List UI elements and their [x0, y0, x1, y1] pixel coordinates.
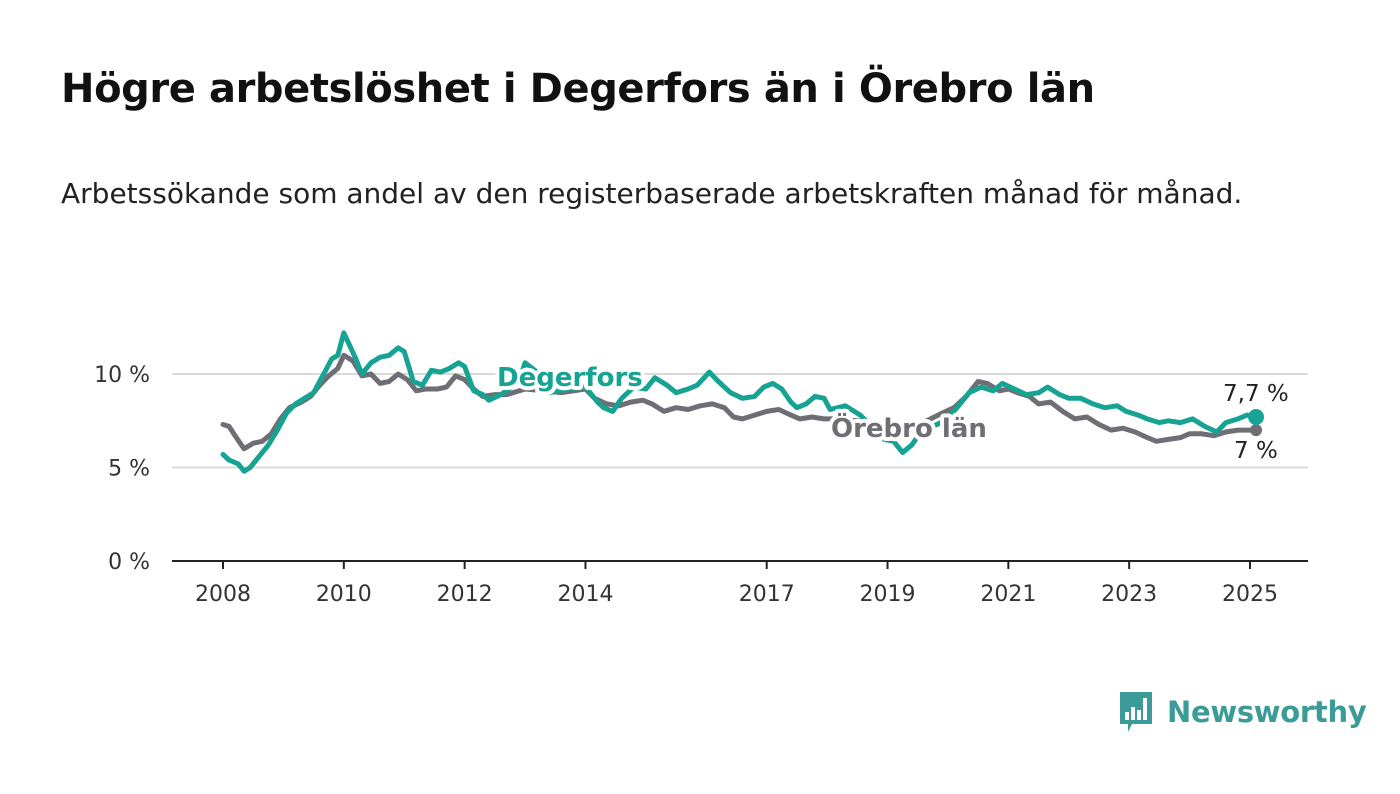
end-value-label-orebro-lan: 7 %	[1234, 438, 1278, 464]
end-value-label-orebro-lan-halo: 7 %	[1234, 438, 1278, 464]
chart-title: Högre arbetslöshet i Degerfors än i Öreb…	[61, 66, 1095, 112]
series-label-orebro-lan-halo: Örebro län	[831, 411, 987, 444]
series-label-degerfors-halo: Degerfors	[497, 363, 643, 393]
series-line-orebro-lan	[220, 352, 1259, 452]
y-tick-label: 5 %	[108, 457, 150, 482]
end-marker-orebro-lan	[1250, 424, 1263, 437]
series-label-degerfors: Degerfors	[497, 363, 643, 393]
brand-name: Newsworthy	[1167, 695, 1367, 729]
end-value-label-degerfors-halo: 7,7 %	[1223, 381, 1289, 407]
newsworthy-logo: Newsworthy	[1118, 690, 1367, 734]
x-tick-label: 2025	[1222, 582, 1278, 607]
end-value-label-degerfors: 7,7 %	[1223, 381, 1289, 407]
x-tick-label: 2008	[195, 582, 251, 607]
x-tick-label: 2010	[316, 582, 372, 607]
series-line-degerfors	[220, 330, 1259, 474]
bar-chart-speech-bubble-icon	[1120, 692, 1152, 732]
x-tick-label: 2014	[557, 582, 613, 607]
chart-subtitle: Arbetssökande som andel av den registerb…	[61, 177, 1243, 210]
x-tick-label: 2023	[1101, 582, 1157, 607]
y-tick-label: 10 %	[94, 363, 150, 388]
end-marker-degerfors	[1248, 409, 1265, 426]
y-axis-tick-labels: 0 % 5 % 10 %	[94, 363, 150, 575]
x-tick-label: 2021	[980, 582, 1036, 607]
x-tick-label: 2012	[437, 582, 493, 607]
y-tick-label: 0 %	[108, 550, 150, 575]
series-lines	[220, 330, 1265, 474]
series-label-orebro-lan: Örebro län	[831, 411, 987, 444]
x-tick-label: 2017	[739, 582, 795, 607]
x-axis: 2008 2010 2012 2014 2017 2019 2021 2023 2025	[172, 560, 1308, 607]
x-tick-label: 2019	[860, 582, 916, 607]
